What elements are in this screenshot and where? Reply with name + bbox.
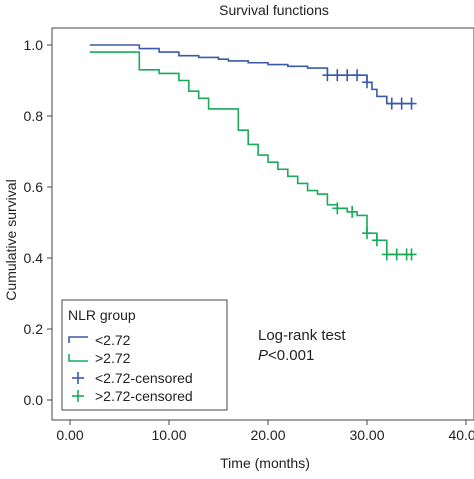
censor-mark-high-nlr	[371, 234, 382, 247]
p-value: <0.001	[268, 347, 314, 364]
chart-title: Survival functions	[219, 2, 329, 18]
axes: 0.00 10.00 20.00 30.00 40.00 0.0 0.2 0.4 0.6 0.8 1…	[24, 27, 474, 443]
legend-swatch-high-nlr-censored	[72, 390, 84, 402]
censor-mark-low-nlr	[362, 76, 372, 89]
legend-box	[61, 299, 228, 411]
legend-label-low-nlr-censored: <2.72-censored	[95, 370, 193, 386]
censor-mark-high-nlr	[362, 227, 372, 240]
y-tick-label: 0.4	[24, 250, 44, 266]
x-tick-label: 20.00	[250, 427, 285, 443]
x-tick-label: 0.00	[56, 427, 83, 443]
censor-mark-low-nlr	[396, 97, 407, 110]
x-tick-label: 40.00	[448, 427, 474, 443]
censor-mark-high-nlr	[391, 248, 402, 261]
p-value-text: P<0.001	[258, 347, 314, 364]
legend-label-high-nlr-censored: >2.72-censored	[95, 388, 193, 404]
legend-label-high-nlr: >2.72	[95, 350, 131, 366]
censor-mark-low-nlr	[322, 69, 333, 82]
legend-swatch-low-nlr	[68, 336, 88, 343]
y-tick-label: 0.0	[24, 392, 44, 408]
censor-mark-low-nlr	[332, 69, 343, 82]
x-axis-title: Time (months)	[220, 455, 310, 471]
censor-mark-high-nlr	[381, 248, 392, 261]
censor-mark-low-nlr	[352, 69, 363, 82]
x-tick-label: 10.00	[151, 427, 186, 443]
censor-mark-high-nlr	[347, 205, 358, 218]
censor-mark-low-nlr	[386, 97, 397, 110]
series-layer	[89, 44, 417, 261]
y-tick-label: 1.0	[24, 37, 44, 53]
legend-swatch-high-nlr	[68, 354, 88, 362]
y-tick-label: 0.2	[24, 321, 44, 337]
legend-title: NLR group	[68, 307, 136, 323]
y-tick-label: 0.8	[24, 108, 44, 124]
censor-mark-high-nlr	[332, 202, 343, 215]
y-axis-title: Cumulative survival	[3, 179, 19, 300]
legend-swatch-low-nlr-censored	[72, 372, 84, 384]
censor-mark-low-nlr	[342, 69, 353, 82]
logrank-label: Log-rank test	[258, 327, 346, 344]
plot-frame	[51, 27, 474, 421]
legend: NLR group <2.72 >2.72 <2.72-censored >2.…	[61, 299, 228, 411]
p-symbol: P	[258, 347, 268, 364]
y-tick-label: 0.6	[24, 179, 44, 195]
legend-label-low-nlr: <2.72	[95, 332, 131, 348]
survival-curve-high-nlr	[89, 51, 412, 256]
x-tick-label: 30.00	[349, 427, 384, 443]
censor-mark-high-nlr	[406, 248, 417, 261]
survival-curve-low-nlr	[89, 44, 412, 105]
censor-mark-low-nlr	[406, 97, 417, 110]
